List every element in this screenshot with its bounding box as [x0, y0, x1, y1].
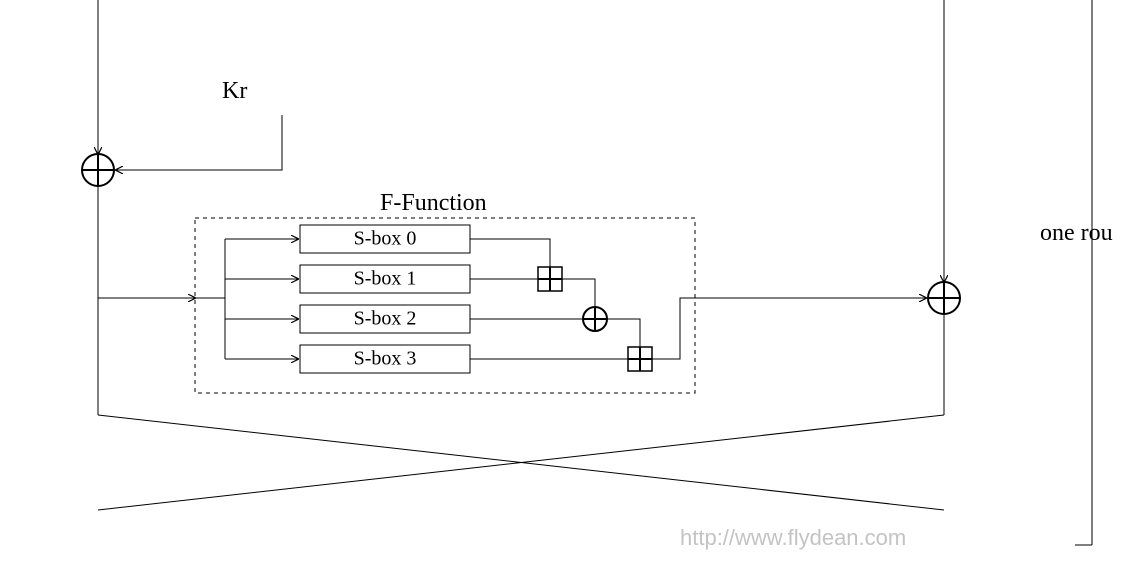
- xor-left: [82, 154, 114, 186]
- xor-right: [928, 282, 960, 314]
- sbox-1-label: S-box 1: [354, 268, 417, 290]
- sbox-2-label: S-box 2: [354, 308, 417, 330]
- kr-label: Kr: [222, 78, 247, 104]
- feistel-round-diagram: Kr F-Function S-box 0 S-box 1 S-box 2 S-…: [0, 0, 1124, 566]
- boxplus-1: [538, 267, 562, 291]
- sbox-0-label: S-box 0: [354, 228, 417, 250]
- kr-line: [116, 115, 282, 170]
- sbox-group: S-box 0 S-box 1 S-box 2 S-box 3: [225, 225, 628, 373]
- ffunc-internal-exit: [652, 298, 695, 359]
- boxplus-2: [628, 347, 652, 371]
- ffunction-label: F-Function: [380, 190, 487, 216]
- xor-mid: [583, 307, 607, 331]
- watermark-text: http://www.flydean.com: [680, 525, 906, 550]
- one-round-label: one rou: [1040, 220, 1113, 246]
- sbox-3-label: S-box 3: [354, 348, 417, 370]
- bp1-to-xor: [562, 279, 595, 307]
- xor-to-bp2: [607, 319, 640, 347]
- sbox0-out: [470, 239, 550, 267]
